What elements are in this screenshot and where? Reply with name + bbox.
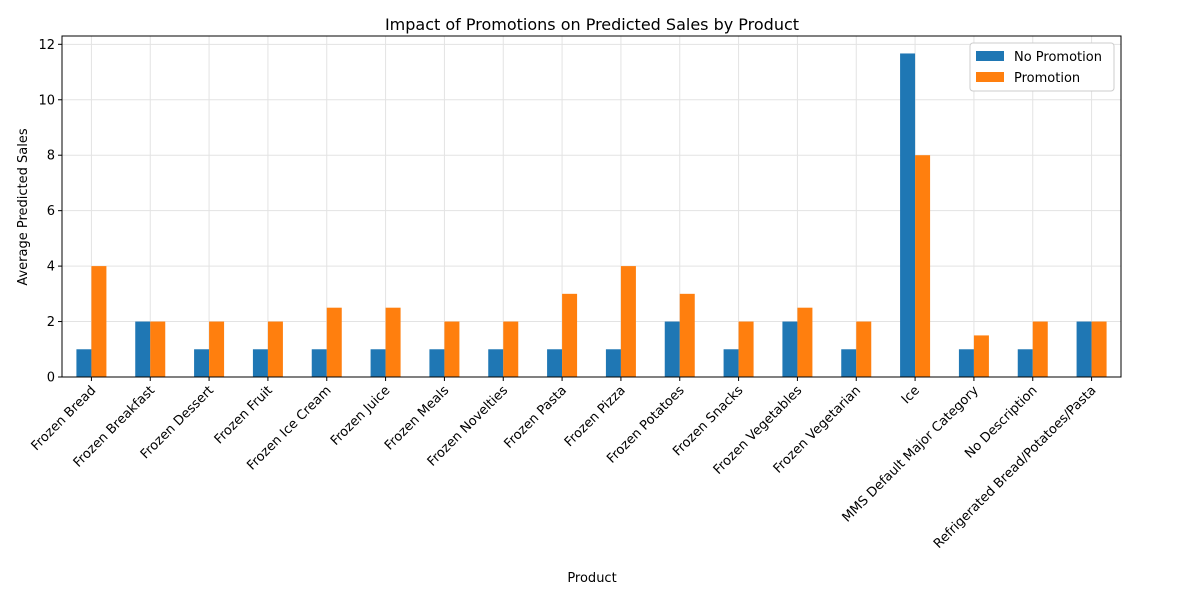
x-tick-label: Ice <box>899 383 923 407</box>
legend-swatch <box>976 72 1004 82</box>
y-tick-label: 12 <box>38 38 55 53</box>
y-tick-label: 10 <box>38 93 55 108</box>
bar-promotion <box>679 293 695 377</box>
bar-promotion <box>797 307 813 377</box>
legend-swatch <box>976 51 1004 61</box>
x-tick-label: Frozen Juice <box>328 383 393 448</box>
bar-promotion <box>738 321 754 377</box>
y-axis-title: Average Predicted Sales <box>16 128 31 286</box>
bar-promotion <box>915 155 931 377</box>
plot-frame <box>61 35 1122 378</box>
bar-no-promotion <box>429 349 445 377</box>
legend: No Promotion Promotion <box>969 42 1115 92</box>
bar-promotion <box>620 266 636 377</box>
y-tick-label: 4 <box>47 260 55 275</box>
bar-no-promotion <box>311 349 327 377</box>
x-tick-label: Frozen Fruit <box>212 383 276 447</box>
bar-promotion <box>150 321 166 377</box>
y-tick-label: 2 <box>47 315 55 330</box>
bar-promotion <box>385 307 401 377</box>
bar-promotion <box>91 266 107 377</box>
bar-promotion <box>856 321 872 377</box>
bar-no-promotion <box>370 349 386 377</box>
bars <box>76 53 1107 378</box>
grid <box>62 36 1121 378</box>
bar-no-promotion <box>605 349 621 377</box>
bar-promotion <box>267 321 283 377</box>
bar-no-promotion <box>900 53 916 378</box>
bar-promotion <box>562 293 578 377</box>
bar-no-promotion <box>1017 349 1033 377</box>
x-tick-label: Frozen Pizza <box>562 383 629 450</box>
bar-promotion <box>444 321 460 377</box>
bar-no-promotion <box>664 321 680 377</box>
chart-title: Impact of Promotions on Predicted Sales … <box>385 15 799 34</box>
y-tick-label: 0 <box>47 371 55 386</box>
bar-no-promotion <box>1076 321 1092 377</box>
bar-no-promotion <box>135 321 151 377</box>
bar-promotion <box>503 321 519 377</box>
y-axis: 0 2 4 6 8 10 12 <box>38 38 62 386</box>
bar-promotion <box>209 321 225 377</box>
bar-no-promotion <box>76 349 92 377</box>
bar-no-promotion <box>252 349 268 377</box>
bar-no-promotion <box>547 349 563 377</box>
x-axis-title: Product <box>567 571 616 586</box>
bar-promotion <box>973 335 989 377</box>
legend-box <box>969 42 1115 92</box>
bar-promotion <box>1091 321 1107 377</box>
bar-promotion <box>1032 321 1048 377</box>
legend-label: No Promotion <box>1014 50 1102 65</box>
bar-no-promotion <box>723 349 739 377</box>
bar-no-promotion <box>782 321 798 377</box>
bar-no-promotion <box>958 349 974 377</box>
y-tick-label: 6 <box>47 204 55 219</box>
bar-no-promotion <box>194 349 210 377</box>
bar-no-promotion <box>841 349 857 377</box>
bar-promotion <box>326 307 342 377</box>
y-tick-label: 8 <box>47 149 55 164</box>
legend-label: Promotion <box>1014 71 1080 86</box>
bar-no-promotion <box>488 349 504 377</box>
x-tick-label: Frozen Pasta <box>501 383 569 451</box>
